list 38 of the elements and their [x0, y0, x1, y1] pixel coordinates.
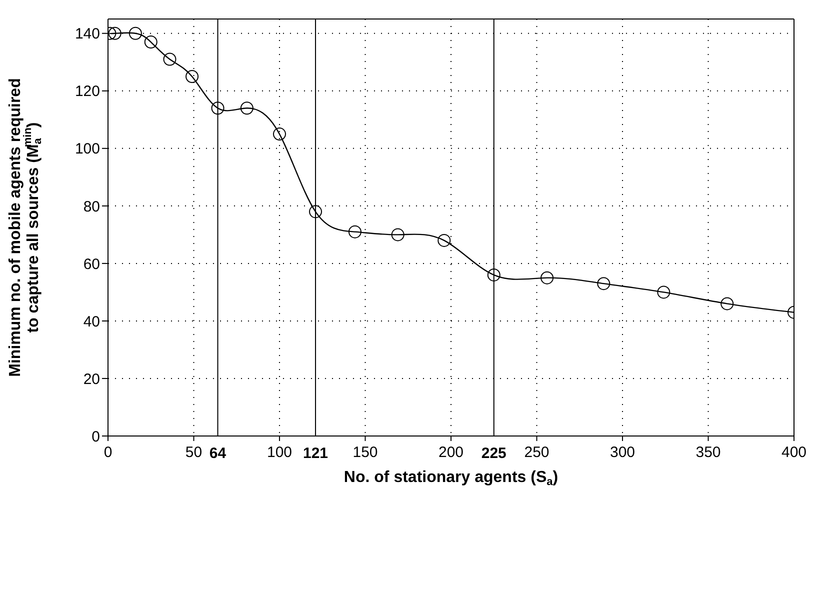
point [720, 297, 734, 310]
point [540, 271, 554, 284]
y-tick-label: 0 [92, 428, 100, 446]
point [240, 102, 254, 115]
x-tick-label: 250 [524, 444, 550, 461]
point [597, 277, 610, 290]
point [391, 228, 404, 242]
x-tick-label: 200 [438, 444, 464, 461]
point [438, 234, 451, 247]
y-tick-label: 120 [74, 83, 100, 100]
ref-line-label: 64 [209, 445, 227, 462]
x-tick-label: 150 [352, 444, 378, 461]
point [163, 52, 176, 66]
point [273, 128, 286, 141]
x-tick-label: 0 [104, 444, 112, 461]
y-tick-label: 20 [83, 370, 100, 388]
ref-line-label: 225 [481, 445, 506, 462]
ref-line-label: 121 [303, 445, 328, 462]
x-axis-title: No. of stationary agents (S$_{a}$) [344, 469, 558, 488]
point [211, 102, 224, 115]
point [144, 36, 158, 49]
y-tick-label: 100 [74, 140, 100, 158]
x-tick-label: 50 [185, 444, 202, 461]
y-tick-label: 40 [83, 313, 100, 330]
x-tick-label: 100 [266, 444, 292, 461]
point [487, 268, 500, 282]
y-tick-label: 140 [74, 26, 100, 43]
point [309, 205, 322, 218]
x-tick-label: 400 [781, 444, 807, 461]
x-tick-label: 300 [610, 444, 636, 461]
point [186, 70, 199, 84]
x-tick-label: 350 [696, 444, 721, 461]
point [657, 286, 670, 299]
y-tick-label: 60 [83, 256, 100, 273]
point [108, 26, 122, 40]
point [348, 225, 362, 238]
y-tick-label: 80 [83, 198, 100, 216]
point [128, 26, 142, 40]
